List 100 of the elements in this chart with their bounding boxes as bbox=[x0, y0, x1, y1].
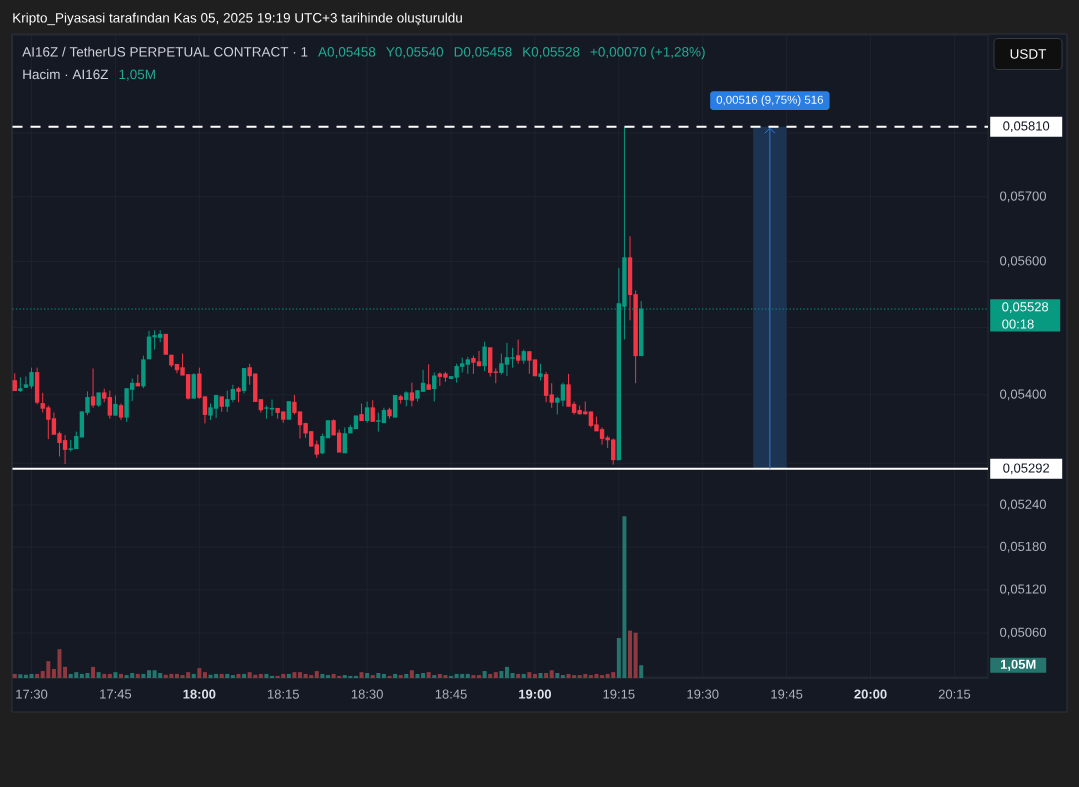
candlestick bbox=[364, 401, 370, 424]
x-tick-label: 17:45 bbox=[100, 689, 132, 699]
x-tick-label: 19:45 bbox=[771, 689, 803, 699]
bar bbox=[102, 673, 107, 678]
x-tick-label: 19:15 bbox=[603, 689, 635, 699]
candlestick bbox=[370, 399, 375, 422]
bar bbox=[325, 675, 330, 678]
bar bbox=[258, 673, 263, 678]
y-tick-label: 0,05700 bbox=[1000, 191, 1047, 203]
annotation: Y0,05540 bbox=[386, 47, 444, 59]
bar bbox=[146, 670, 151, 678]
x-tick-label: 20:00 bbox=[854, 689, 887, 699]
candlestick bbox=[241, 367, 247, 394]
x-tick-label: 17:30 bbox=[16, 689, 48, 699]
bar bbox=[387, 675, 392, 678]
bar bbox=[560, 675, 565, 678]
bar bbox=[532, 673, 537, 678]
bar bbox=[63, 666, 68, 678]
chart-subtitle: 1,05M bbox=[119, 69, 155, 81]
annotation: A0,05458 bbox=[318, 47, 376, 59]
bar bbox=[174, 673, 179, 678]
bar bbox=[23, 674, 28, 678]
x-tick-label: 18:30 bbox=[351, 689, 383, 699]
y-tick-label: 0,05180 bbox=[1000, 541, 1047, 553]
candlestick bbox=[113, 394, 118, 417]
bar bbox=[96, 672, 101, 678]
bar bbox=[264, 673, 269, 678]
candlestick bbox=[432, 371, 437, 403]
bar bbox=[465, 673, 470, 678]
bar bbox=[504, 666, 509, 678]
bar bbox=[292, 672, 297, 678]
bar bbox=[393, 673, 398, 678]
y-tick-label: 0,05120 bbox=[1000, 584, 1047, 596]
bar bbox=[633, 632, 638, 678]
bar bbox=[421, 672, 426, 678]
text: 00:18 bbox=[1002, 319, 1034, 329]
bar bbox=[477, 675, 481, 678]
bar bbox=[298, 672, 303, 678]
annotation: D0,05458 bbox=[454, 47, 512, 59]
bar bbox=[628, 630, 633, 678]
bar bbox=[566, 673, 571, 678]
bar bbox=[404, 673, 409, 678]
ref-line-label: 0,05292 bbox=[1003, 463, 1050, 475]
y-axis-title: USDT bbox=[1010, 49, 1047, 59]
x-tick-label: 18:45 bbox=[435, 689, 467, 699]
x-tick-label: 20:15 bbox=[938, 689, 971, 699]
bar bbox=[370, 675, 375, 678]
x-tick-label: 18:00 bbox=[183, 689, 216, 699]
bar bbox=[449, 675, 454, 678]
bar bbox=[409, 670, 414, 678]
candlestick bbox=[482, 341, 487, 372]
bar bbox=[538, 672, 543, 678]
bar bbox=[320, 673, 325, 678]
bar bbox=[202, 672, 207, 678]
candlestick bbox=[90, 367, 96, 409]
y-tick-label: 0,05400 bbox=[1000, 389, 1047, 401]
bar bbox=[91, 666, 96, 678]
bar bbox=[398, 675, 403, 678]
bar bbox=[521, 673, 526, 678]
bar bbox=[488, 673, 493, 678]
bar bbox=[286, 673, 291, 678]
candlestick bbox=[225, 390, 230, 413]
bar bbox=[365, 672, 370, 678]
bar bbox=[270, 675, 275, 678]
bar bbox=[555, 672, 560, 678]
bar bbox=[516, 673, 521, 678]
bar bbox=[18, 674, 23, 678]
candlestick bbox=[549, 382, 554, 409]
bar bbox=[107, 673, 112, 678]
bar bbox=[12, 673, 17, 678]
bar bbox=[471, 675, 476, 678]
bar bbox=[527, 672, 532, 678]
band-label: 0,00516 (9,75%) 516 bbox=[716, 95, 824, 107]
candlestick bbox=[543, 371, 549, 403]
ref-line-label: 0,05528 bbox=[1002, 302, 1049, 313]
bar bbox=[141, 673, 146, 678]
bar bbox=[191, 673, 196, 678]
bar bbox=[359, 672, 364, 678]
text: AI16Z / TetherUS PERPETUAL CONTRACT · 1 bbox=[22, 46, 308, 57]
bar bbox=[314, 671, 319, 678]
bar bbox=[381, 673, 386, 678]
bar bbox=[230, 675, 235, 678]
bar bbox=[113, 672, 118, 678]
candlestick bbox=[163, 333, 168, 355]
bar bbox=[510, 672, 515, 678]
annotation: +0,00070 (+1,28%) bbox=[590, 46, 705, 60]
candlestick bbox=[107, 390, 113, 420]
chart-title: Kripto_Piyasasi tarafından Kas 05, 2025 19:19 UTC+3 tarihinde oluşturuldu bbox=[13, 12, 462, 26]
bar bbox=[426, 672, 431, 678]
bar bbox=[572, 675, 577, 678]
bar bbox=[376, 672, 381, 678]
annotation: K0,05528 bbox=[523, 47, 580, 59]
bar bbox=[353, 675, 358, 678]
x-tick-label: 19:00 bbox=[519, 689, 552, 699]
bar bbox=[242, 673, 247, 678]
x-tick-label: 19:30 bbox=[687, 689, 719, 699]
bar bbox=[482, 671, 487, 678]
bar bbox=[35, 673, 40, 678]
candlestick bbox=[515, 339, 521, 365]
candlestick bbox=[392, 394, 398, 418]
